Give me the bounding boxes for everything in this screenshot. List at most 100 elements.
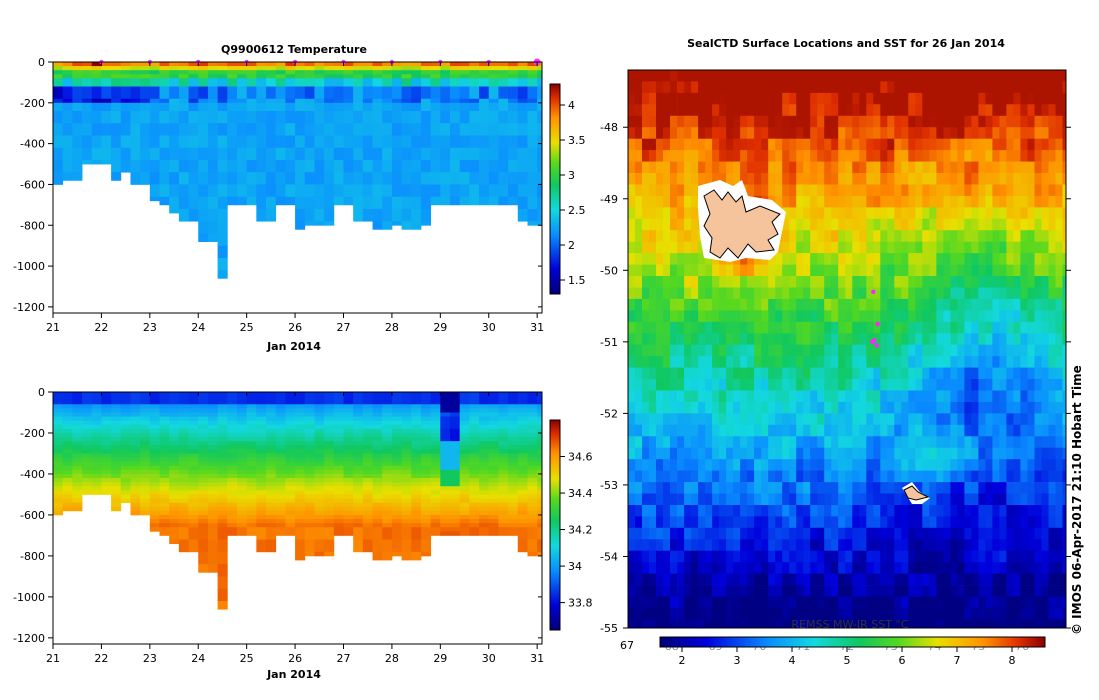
section-cell bbox=[363, 70, 373, 74]
section-cell bbox=[92, 107, 102, 111]
section-cell bbox=[411, 148, 421, 152]
sst-cell bbox=[873, 81, 880, 93]
section-cell bbox=[479, 396, 489, 401]
section-cell bbox=[82, 421, 92, 426]
section-cell bbox=[489, 396, 499, 401]
section-cell bbox=[334, 70, 344, 74]
section-cell bbox=[101, 404, 111, 409]
section-cell bbox=[266, 168, 276, 172]
section-cell bbox=[140, 441, 150, 446]
sst-cell bbox=[1035, 150, 1042, 162]
section-cell bbox=[237, 152, 247, 156]
section-cell bbox=[460, 119, 470, 123]
section-cell bbox=[431, 507, 441, 512]
section-cell bbox=[518, 144, 528, 148]
section-cell bbox=[392, 201, 402, 205]
sst-cell bbox=[978, 185, 985, 197]
section-cell bbox=[382, 474, 392, 479]
sst-cell bbox=[971, 139, 978, 151]
section-cell bbox=[295, 503, 305, 508]
section-cell bbox=[237, 95, 247, 99]
section-cell bbox=[189, 441, 199, 446]
section-cell bbox=[402, 400, 412, 405]
section-cell bbox=[440, 449, 450, 454]
section-cell bbox=[382, 225, 392, 229]
sst-cell bbox=[873, 70, 880, 82]
section-cell bbox=[130, 70, 140, 74]
section-cell bbox=[305, 189, 315, 193]
sst-cell bbox=[985, 207, 992, 219]
section-cell bbox=[189, 115, 199, 119]
section-cell bbox=[363, 107, 373, 111]
section-cell bbox=[179, 140, 189, 144]
sst-cell bbox=[971, 150, 978, 162]
sst-cell bbox=[705, 139, 712, 151]
section-cell bbox=[150, 449, 160, 454]
section-cell bbox=[247, 511, 257, 515]
section-cell bbox=[295, 111, 305, 115]
section-cell bbox=[256, 70, 266, 74]
section-cell bbox=[82, 119, 92, 123]
section-cell bbox=[160, 70, 170, 74]
section-cell bbox=[276, 437, 286, 442]
sst-cell bbox=[698, 93, 705, 105]
section-cell bbox=[460, 95, 470, 99]
section-cell bbox=[344, 445, 354, 450]
section-cell bbox=[256, 396, 266, 401]
section-cell bbox=[527, 131, 537, 135]
section-cell bbox=[363, 66, 373, 70]
section-cell bbox=[266, 470, 276, 475]
section-cell bbox=[285, 482, 295, 487]
section-cell bbox=[460, 164, 470, 168]
section-cell bbox=[344, 404, 354, 409]
section-cell bbox=[363, 396, 373, 401]
section-cell bbox=[179, 99, 189, 103]
section-cell bbox=[479, 103, 489, 107]
section-cell bbox=[431, 70, 441, 74]
section-cell bbox=[150, 197, 160, 201]
section-cell bbox=[450, 453, 460, 458]
section-cell bbox=[285, 144, 295, 148]
section-cell bbox=[247, 466, 257, 471]
section-cell bbox=[160, 140, 170, 144]
section-cell bbox=[121, 441, 131, 446]
x-tick-label: 25 bbox=[240, 652, 254, 665]
section-cell bbox=[363, 135, 373, 139]
section-cell bbox=[169, 499, 179, 504]
section-cell bbox=[421, 486, 431, 491]
section-cell bbox=[92, 140, 102, 144]
x-tick-label: 29 bbox=[433, 652, 447, 665]
section-cell bbox=[469, 474, 479, 479]
sst-cell bbox=[782, 230, 789, 242]
section-cell bbox=[169, 470, 179, 475]
section-cell bbox=[295, 404, 305, 409]
sst-cell bbox=[1049, 219, 1056, 231]
section-cell bbox=[411, 201, 421, 205]
section-cell bbox=[498, 478, 508, 483]
section-cell bbox=[392, 531, 402, 536]
section-cell bbox=[460, 449, 470, 454]
section-cell bbox=[411, 445, 421, 450]
section-cell bbox=[256, 408, 266, 413]
sst-cell bbox=[978, 104, 985, 116]
sst-cell bbox=[775, 162, 782, 174]
section-cell bbox=[266, 119, 276, 123]
section-cell bbox=[111, 135, 121, 139]
section-cell bbox=[227, 197, 237, 201]
section-cell bbox=[150, 433, 160, 438]
section-cell bbox=[527, 111, 537, 115]
section-cell bbox=[479, 86, 489, 90]
section-cell bbox=[421, 523, 431, 528]
section-cell bbox=[237, 392, 247, 397]
sst-cell bbox=[803, 185, 810, 197]
sst-cell bbox=[887, 230, 894, 242]
sst-cell bbox=[1006, 230, 1013, 242]
sst-cell bbox=[1028, 196, 1035, 208]
colorbar-tick-label: 33.8 bbox=[568, 597, 593, 610]
sst-cell bbox=[950, 139, 957, 151]
section-cell bbox=[402, 205, 412, 209]
sst-cell bbox=[663, 139, 670, 151]
section-cell bbox=[324, 535, 334, 540]
section-cell bbox=[266, 111, 276, 115]
salinity-colorbar-ticks: 33.83434.234.434.6 bbox=[560, 451, 593, 610]
